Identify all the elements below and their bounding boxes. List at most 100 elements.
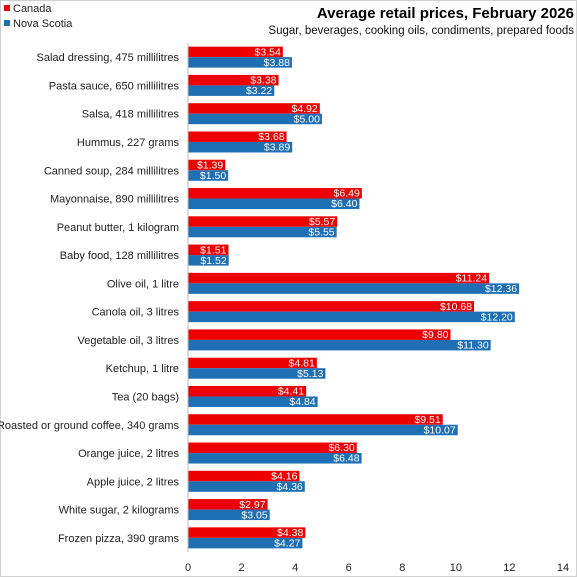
data-label: $1.51: [200, 244, 226, 256]
data-label: $6.49: [334, 188, 360, 200]
bar-canada: [188, 442, 357, 454]
category-label: White sugar, 2 kilograms: [59, 505, 180, 517]
bar-canada: [188, 499, 268, 510]
data-label: $10.07: [424, 424, 456, 436]
data-label: $3.38: [250, 75, 276, 87]
x-tick-label: 6: [346, 562, 352, 574]
bar-canada: [188, 329, 451, 340]
data-label: $4.36: [277, 481, 303, 493]
data-label: $4.38: [277, 527, 303, 539]
category-label: Salsa, 418 millilitres: [82, 109, 180, 121]
data-label: $5.55: [308, 227, 334, 239]
data-label: $4.92: [292, 103, 318, 115]
bar-nova-scotia: [188, 255, 229, 266]
data-label: $3.68: [258, 131, 284, 143]
x-tick-label: 2: [239, 562, 245, 574]
bar-nova-scotia: [188, 226, 337, 238]
x-tick-label: 12: [503, 562, 515, 574]
bar-canada: [188, 272, 490, 284]
x-tick-label: 0: [185, 562, 191, 574]
bar-nova-scotia: [188, 57, 292, 68]
data-label: $6.48: [333, 453, 359, 465]
x-tick-label: 14: [557, 562, 569, 574]
data-label: $4.16: [271, 471, 297, 483]
bar-canada: [188, 188, 362, 199]
bar-nova-scotia: [188, 311, 515, 323]
data-label: $10.68: [440, 301, 472, 313]
bar-canada: [188, 244, 229, 256]
bar-nova-scotia: [188, 85, 275, 96]
data-label: $5.13: [297, 368, 323, 380]
data-label: $6.30: [328, 442, 354, 454]
data-label: $4.84: [289, 396, 315, 408]
data-label: $5.57: [309, 216, 335, 228]
data-label: $2.97: [239, 499, 265, 511]
data-label: $12.36: [485, 283, 517, 295]
x-axis: 0 2 4 6 8 10 12 14: [185, 43, 569, 574]
category-labels: Salad dressing, 475 millilitres Pasta sau…: [0, 52, 179, 545]
legend-swatch-1: [4, 20, 10, 26]
bar-nova-scotia: [188, 170, 229, 181]
data-label: $3.54: [255, 46, 281, 58]
legend-label-1: Nova Scotia: [13, 18, 73, 30]
category-label: Olive oil, 1 litre: [107, 278, 179, 290]
data-label: $11.30: [457, 340, 488, 352]
bars: $3.54 $3.38 $4.92 $3.68 $1.39 $6.49 $5.57 $1.51…: [188, 46, 520, 550]
legend-swatch-0: [4, 5, 10, 11]
category-label: Frozen pizza, 390 grams: [58, 533, 180, 545]
bar-nova-scotia: [188, 368, 326, 379]
bar-nova-scotia: [188, 141, 293, 153]
x-tick-label: 8: [399, 562, 405, 574]
x-tick-label: 10: [450, 562, 462, 574]
category-label: Baby food, 128 millilitres: [60, 250, 180, 262]
bar-nova-scotia: [188, 396, 318, 407]
bar-canada: [188, 46, 283, 58]
category-label: Salad dressing, 475 millilitres: [37, 52, 180, 64]
category-label: Peanut butter, 1 kilogram: [57, 222, 179, 234]
category-label: Roasted or ground coffee, 340 grams: [0, 420, 179, 432]
data-label: $5.00: [294, 113, 320, 125]
data-label: $9.80: [422, 329, 448, 341]
data-label: $9.51: [414, 414, 440, 426]
bar-nova-scotia: [188, 283, 520, 294]
category-label: Canola oil, 3 litres: [92, 307, 180, 319]
bar-canada: [188, 159, 226, 171]
bar-canada: [188, 103, 320, 114]
data-label: $12.20: [481, 311, 513, 323]
bar-nova-scotia: [188, 113, 322, 125]
legend-label-0: Canada: [13, 3, 52, 15]
chart-title: Average retail prices, February 2026: [317, 5, 574, 22]
bar-canada: [188, 74, 279, 86]
bar-canada: [188, 470, 300, 482]
data-label: $3.89: [264, 142, 290, 154]
data-label: $1.39: [197, 159, 223, 171]
bar-canada: [188, 414, 443, 425]
data-label: $4.81: [289, 357, 315, 369]
category-label: Tea (20 bags): [112, 391, 179, 403]
bar-nova-scotia: [188, 198, 360, 210]
bar-canada: [188, 357, 317, 369]
data-label: $3.05: [241, 509, 267, 521]
data-label: $3.88: [264, 57, 290, 69]
category-label: Hummus, 227 grams: [77, 137, 180, 149]
data-label: $1.52: [200, 255, 226, 267]
data-label: $4.41: [278, 386, 304, 398]
category-label: Canned soup, 284 millilitres: [44, 165, 180, 177]
bar-nova-scotia: [188, 424, 458, 436]
bar-canada: [188, 131, 287, 142]
legend: Canada Nova Scotia: [4, 3, 73, 30]
category-label: Apple juice, 2 litres: [87, 476, 180, 488]
category-label: Pasta sauce, 650 millilitres: [49, 80, 180, 92]
data-label: $4.27: [274, 538, 300, 550]
chart-subtitle: Sugar, beverages, cooking oils, condimen…: [268, 25, 574, 37]
category-label: Vegetable oil, 3 litres: [77, 335, 179, 347]
bar-nova-scotia: [188, 481, 305, 492]
bar-nova-scotia: [188, 453, 362, 464]
category-label: Ketchup, 1 litre: [106, 363, 179, 375]
bar-nova-scotia: [188, 339, 491, 351]
data-label: $6.40: [331, 198, 357, 210]
bar-canada: [188, 385, 307, 397]
bar-nova-scotia: [188, 537, 303, 549]
bar-canada: [188, 216, 338, 227]
